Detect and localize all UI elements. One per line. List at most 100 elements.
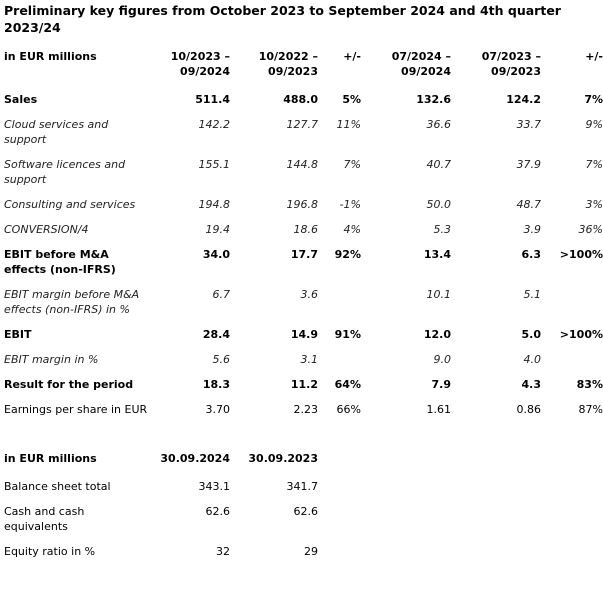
cell-value: 10/2022 – 09/2023 — [258, 50, 318, 78]
table-row: Earnings per share in EUR 3.70 2.23 66% 1.61… — [4, 397, 603, 422]
cell-value: 3.70 — [205, 403, 231, 416]
cell-value: 2.23 — [293, 403, 319, 416]
row-label: Earnings per share in EUR — [4, 403, 148, 416]
cell-value: 10.1 — [426, 288, 452, 301]
table-header-row: in EUR millions 10/2023 – 09/2024 10/2022 … — [4, 44, 603, 87]
cell-value: 10/2023 – 09/2024 — [170, 50, 230, 78]
cell-value: 341.7 — [286, 480, 319, 493]
row-label: in EUR millions — [4, 50, 97, 63]
cell-value: 87% — [578, 403, 603, 416]
row-label: Equity ratio in % — [4, 545, 96, 558]
cell-value: 343.1 — [198, 480, 231, 493]
table-header-row: in EUR millions 30.09.2024 30.09.2023 — [4, 446, 318, 474]
cell-value: 3.9 — [523, 223, 542, 236]
cell-value: 92% — [334, 248, 361, 261]
row-label: Balance sheet total — [4, 480, 111, 493]
cell-value: 29 — [304, 545, 318, 558]
cell-value: 19.4 — [205, 223, 231, 236]
table-row: Software licences and support 155.1 144.8 7… — [4, 152, 603, 192]
cell-value: 3.6 — [300, 288, 319, 301]
cell-value: 155.1 — [198, 158, 231, 171]
cell-value: 5.0 — [521, 328, 542, 341]
cell-value: 5.3 — [433, 223, 452, 236]
cell-value: +/- — [343, 50, 361, 63]
cell-value: 5% — [342, 93, 361, 106]
cell-value: 62.6 — [293, 505, 319, 518]
cell-value: 5.1 — [523, 288, 542, 301]
cell-value: 6.7 — [212, 288, 231, 301]
row-label: Cloud services and support — [4, 118, 109, 146]
table-row: Cloud services and support 142.2 127.7 11% 3… — [4, 112, 603, 152]
cell-value: 14.9 — [290, 328, 318, 341]
cell-value: 37.9 — [516, 158, 542, 171]
cell-value: 132.6 — [416, 93, 451, 106]
cell-value: 36.6 — [426, 118, 452, 131]
cell-value: 127.7 — [286, 118, 319, 131]
row-label: EBIT margin in % — [4, 353, 99, 366]
cell-value: 3% — [585, 198, 603, 211]
table-row: EBIT margin in % 5.6 3.1 9.0 4.0 — [4, 347, 603, 372]
cell-value: 32 — [216, 545, 230, 558]
cell-value: 1.61 — [426, 403, 452, 416]
cell-value: 91% — [334, 328, 361, 341]
row-label: in EUR millions — [4, 452, 97, 465]
key-figures-table: in EUR millions 10/2023 – 09/2024 10/2022 … — [4, 44, 603, 422]
cell-value: 34.0 — [202, 248, 230, 261]
cell-value — [541, 347, 603, 372]
row-label: CONVERSION/4 — [4, 223, 89, 236]
row-label: EBIT before M&A effects (non-IFRS) — [4, 248, 116, 276]
cell-value: 5.6 — [212, 353, 231, 366]
cell-value: 07/2023 – 09/2023 — [481, 50, 541, 78]
cell-value: 9% — [585, 118, 603, 131]
cell-value — [318, 347, 361, 372]
table-row: EBIT before M&A effects (non-IFRS) 34.0 17… — [4, 242, 603, 282]
table-row: Sales 511.4 488.0 5% 132.6 124.2 7% — [4, 87, 603, 112]
cell-value: 194.8 — [198, 198, 231, 211]
cell-value: >100% — [559, 328, 603, 341]
table-row: Cash and cash equivalents 62.6 62.6 — [4, 499, 318, 539]
cell-value: 144.8 — [286, 158, 319, 171]
cell-value: 62.6 — [205, 505, 231, 518]
cell-value: 7.9 — [431, 378, 452, 391]
cell-value: 64% — [334, 378, 361, 391]
cell-value: 511.4 — [195, 93, 230, 106]
cell-value: 142.2 — [198, 118, 231, 131]
table-row: CONVERSION/4 19.4 18.6 4% 5.3 3.9 36% — [4, 217, 603, 242]
key-figures-document: Preliminary key figures from October 202… — [4, 3, 603, 564]
cell-value: 12.0 — [423, 328, 451, 341]
table-row: Equity ratio in % 32 29 — [4, 539, 318, 564]
cell-value: 488.0 — [283, 93, 318, 106]
cell-value: 0.86 — [516, 403, 542, 416]
table-row: EBIT 28.4 14.9 91% 12.0 5.0 >100% — [4, 322, 603, 347]
row-label: Software licences and support — [4, 158, 126, 186]
row-label: EBIT margin before M&A effects (non-IFRS… — [4, 288, 140, 316]
cell-value: 13.4 — [423, 248, 451, 261]
cell-value: 30.09.2023 — [248, 452, 318, 465]
cell-value: 36% — [578, 223, 603, 236]
table-row: EBIT margin before M&A effects (non-IFRS… — [4, 282, 603, 322]
row-label: Cash and cash equivalents — [4, 505, 85, 533]
cell-value: -1% — [339, 198, 361, 211]
table-row: Result for the period 18.3 11.2 64% 7.9 4.3 83… — [4, 372, 603, 397]
cell-value: 17.7 — [290, 248, 318, 261]
row-label: EBIT — [4, 328, 32, 341]
cell-value: 18.3 — [202, 378, 230, 391]
cell-value: 48.7 — [516, 198, 542, 211]
cell-value: 4.0 — [523, 353, 542, 366]
cell-value: 4.3 — [521, 378, 542, 391]
cell-value: 7% — [584, 93, 603, 106]
cell-value: 11.2 — [290, 378, 318, 391]
cell-value: 124.2 — [506, 93, 541, 106]
page-title: Preliminary key figures from October 202… — [4, 3, 561, 35]
row-label: Consulting and services — [4, 198, 136, 211]
cell-value: 28.4 — [202, 328, 230, 341]
cell-value: 3.1 — [300, 353, 319, 366]
cell-value: 40.7 — [426, 158, 452, 171]
cell-value: 30.09.2024 — [160, 452, 230, 465]
cell-value — [318, 282, 361, 322]
cell-value: 33.7 — [516, 118, 542, 131]
cell-value: +/- — [585, 50, 603, 63]
balance-sheet-table: in EUR millions 30.09.2024 30.09.2023 Balan… — [4, 446, 318, 564]
cell-value: 18.6 — [293, 223, 319, 236]
row-label: Sales — [4, 93, 38, 106]
